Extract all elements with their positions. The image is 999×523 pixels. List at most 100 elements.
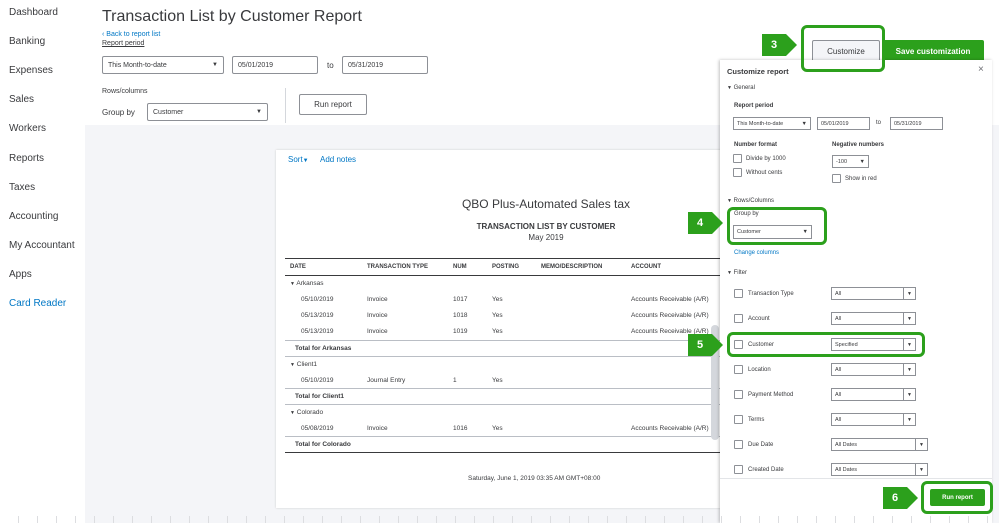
filter-label: Transaction Type [748,291,794,297]
section-filter[interactable]: ▼ Filter [727,270,747,276]
caret-down-icon: ▼ [903,339,915,351]
filter-transaction-type-select[interactable]: All ▼ [831,287,916,300]
close-icon[interactable]: × [978,64,984,75]
filter-terms-select[interactable]: All ▼ [831,413,916,426]
filter-label: Terms [748,417,765,423]
filter-account-checkbox[interactable] [734,314,743,323]
show-in-red-checkbox[interactable] [832,174,841,183]
group-header-arkansas[interactable]: ▼ Arkansas [290,280,324,287]
save-customization-button[interactable]: Save customization [882,40,984,62]
filter-location-select[interactable]: All ▼ [831,363,916,376]
filter-transaction-type-checkbox[interactable] [734,289,743,298]
nav-banking[interactable]: Banking [9,36,46,47]
chevron-down-icon: ▼ [727,198,732,204]
filter-due-date-select[interactable]: All Dates ▼ [831,438,928,451]
row-num: 1016 [453,425,468,432]
change-columns-link[interactable]: Change columns [734,250,780,256]
nav-sales[interactable]: Sales [9,94,35,105]
report-title: TRANSACTION LIST BY CUSTOMER [476,222,616,231]
row-type[interactable]: Invoice [367,312,388,319]
add-notes-link[interactable]: Add notes [320,155,357,164]
nav-taxes[interactable]: Taxes [9,182,36,193]
nav-reports[interactable]: Reports [9,153,45,164]
nav-dashboard[interactable]: Dashboard [9,7,58,18]
caret-down-icon: ▼ [212,62,218,68]
row-account: Accounts Receivable (A/R) [631,425,709,432]
caret-down-icon: ▼ [903,288,915,300]
caret-down-icon: ▼ [903,414,915,426]
row-date: 05/13/2019 [301,328,334,335]
panel-group-by-select[interactable]: Customer ▼ [733,225,812,239]
row-type[interactable]: Invoice [367,328,388,335]
group-by-select[interactable]: Customer ▼ [147,103,268,121]
filter-due-date-checkbox[interactable] [734,440,743,449]
total-client1: Total for Client1 [295,393,344,400]
panel-period-select[interactable]: This Month-to-date ▼ [733,117,811,130]
back-to-report-list-link[interactable]: ‹ Back to report list [102,31,161,38]
col-date[interactable]: DATE [290,264,306,270]
row-account: Accounts Receivable (A/R) [631,312,709,319]
nav-workers[interactable]: Workers [9,123,47,134]
filter-payment-method-select[interactable]: All ▼ [831,388,916,401]
col-transaction-type[interactable]: TRANSACTION TYPE [367,264,429,270]
report-period-select[interactable]: This Month-to-date ▼ [102,56,224,74]
to-label: to [327,61,334,70]
row-type[interactable]: Invoice [367,425,388,432]
panel-date-from-input[interactable]: 05/01/2019 [817,117,870,130]
filter-payment-method-checkbox[interactable] [734,390,743,399]
report-period: May 2019 [528,233,564,242]
row-type[interactable]: Journal Entry [367,377,406,384]
step-badge-5: 5 [688,334,712,356]
row-posting: Yes [492,296,503,303]
col-num[interactable]: NUM [453,264,467,270]
total-rule [285,404,721,405]
row-date: 05/10/2019 [301,296,334,303]
col-memo-description[interactable]: MEMO/DESCRIPTION [541,264,603,270]
step-badge-4: 4 [688,212,712,234]
section-general[interactable]: ▼ General [727,85,755,91]
filter-customer-select[interactable]: Specified ▼ [831,338,916,351]
row-account: Accounts Receivable (A/R) [631,328,709,335]
date-from-input[interactable]: 05/01/2019 [232,56,318,74]
filter-account-select[interactable]: All ▼ [831,312,916,325]
negative-numbers-select[interactable]: -100 ▼ [832,155,869,168]
total-rule [285,388,721,389]
nav-apps[interactable]: Apps [9,269,32,280]
panel-run-report-button[interactable]: Run report [930,489,985,506]
filter-created-date-checkbox[interactable] [734,465,743,474]
caret-down-icon: ▼ [915,464,927,476]
filter-terms-checkbox[interactable] [734,415,743,424]
group-header-client1[interactable]: ▼ Client1 [290,361,317,368]
caret-down-icon: ▼ [903,389,915,401]
group-header-colorado[interactable]: ▼ Colorado [290,409,324,416]
panel-date-to-input[interactable]: 05/31/2019 [890,117,943,130]
nav-expenses[interactable]: Expenses [9,65,53,76]
chevron-down-icon: ▼ [727,270,732,276]
nav-card-reader[interactable]: Card Reader [9,298,67,309]
date-to-input[interactable]: 05/31/2019 [342,56,428,74]
filter-created-date-select[interactable]: All Dates ▼ [831,463,928,476]
highlight-run-report [921,481,993,514]
divide-by-1000-checkbox[interactable] [733,154,742,163]
without-cents-checkbox[interactable] [733,168,742,177]
section-rows-columns[interactable]: ▼ Rows/Columns [727,198,774,204]
filter-customer-checkbox[interactable] [734,340,743,349]
col-account[interactable]: ACCOUNT [631,264,661,270]
arrow-right-icon [712,212,723,234]
group-by-label: Group by [102,108,135,117]
row-posting: Yes [492,312,503,319]
row-type[interactable]: Invoice [367,296,388,303]
filter-label: Account [748,316,770,322]
col-posting[interactable]: POSTING [492,264,520,270]
row-posting: Yes [492,328,503,335]
run-report-button[interactable]: Run report [299,94,367,115]
left-nav-sidebar: Dashboard Banking Expenses Sales Workers… [0,0,85,523]
panel-group-by-label: Group by [734,211,759,217]
nav-accounting[interactable]: Accounting [9,211,59,222]
nav-my-accountant[interactable]: My Accountant [9,240,75,251]
sort-dropdown[interactable]: Sort▼ [288,155,309,164]
report-scrollbar[interactable] [711,325,719,440]
filter-location-checkbox[interactable] [734,365,743,374]
header-top-rule [285,258,721,259]
caret-down-icon: ▼ [802,229,808,235]
